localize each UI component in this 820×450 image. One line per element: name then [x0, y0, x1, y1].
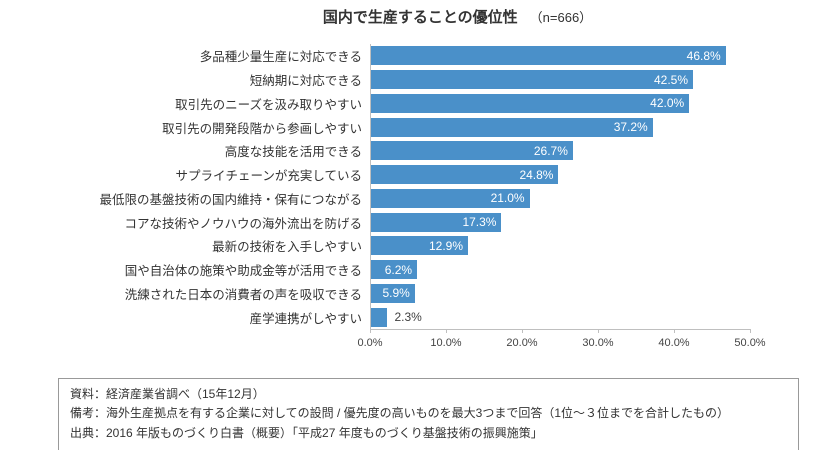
value-label: 17.3%: [462, 215, 497, 230]
x-axis-tick-mark: [446, 329, 447, 333]
x-axis-tick-mark: [370, 329, 371, 333]
bar-track: 6.2%: [370, 260, 750, 280]
bar: 37.2%: [370, 117, 653, 137]
category-label: 洗練された日本の消費者の声を吸収できる: [124, 287, 362, 302]
source-note-line: 出典：2016 年版ものづくり白書（概要）「平成27 年度ものづくり基盤技術の振…: [70, 425, 543, 440]
category-label: 高度な技能を活用できる: [224, 145, 362, 160]
bar: 6.2%: [370, 260, 418, 280]
bar: 5.9%: [370, 283, 415, 303]
value-label: 5.9%: [382, 286, 410, 301]
bar-row: 短納期に対応できる 42.5%: [0, 68, 750, 92]
bar-track: 42.5%: [370, 70, 750, 90]
category-label: サプライチェーンが充実している: [175, 169, 362, 184]
bar-track: 2.3%: [370, 307, 750, 327]
bar: 46.8%: [370, 46, 726, 66]
x-axis-tick-labels: 0.0% 10.0% 20.0% 30.0% 40.0% 50.0%: [357, 337, 765, 351]
category-label: コアな技術やノウハウの海外流出を防げる: [124, 216, 362, 231]
bar-chart: 多品種少量生産に対応できる 46.8% 短納期に対応できる 42.5% 取引先のニーズを…: [0, 44, 750, 329]
bar-track: 37.2%: [370, 117, 750, 137]
bar-row: 洗練された日本の消費者の声を吸収できる 5.9%: [0, 282, 750, 306]
bar-track: 42.0%: [370, 93, 750, 113]
x-axis-tick-label: 30.0%: [582, 337, 614, 349]
category-label: 取引先の開発段階から参画しやすい: [162, 121, 362, 136]
bar-track: 17.3%: [370, 212, 750, 232]
source-note-line: 資料：経済産業省調べ（15年12月）: [70, 387, 265, 401]
value-label: 26.7%: [533, 143, 568, 158]
value-label: 42.5%: [653, 72, 688, 87]
bar: 17.3%: [370, 212, 502, 232]
bar-track: 24.8%: [370, 165, 750, 185]
bar: 42.0%: [370, 93, 690, 113]
x-axis-tick-label: 50.0%: [734, 337, 766, 349]
bar-track: 26.7%: [370, 141, 750, 161]
value-label: 24.8%: [519, 167, 554, 182]
bar-row: 多品種少量生産に対応できる 46.8%: [0, 44, 750, 68]
value-label: 21.0%: [490, 191, 525, 206]
category-label: 多品種少量生産に対応できる: [199, 50, 362, 65]
value-label: 2.3%: [394, 310, 422, 325]
x-axis-tick-mark: [750, 329, 751, 333]
bar: 24.8%: [370, 165, 559, 185]
bar-row: 取引先の開発段階から参画しやすい 37.2%: [0, 115, 750, 139]
category-label: 最新の技術を入手しやすい: [212, 240, 362, 255]
chart-title: 国内で生産することの優位性: [322, 9, 518, 26]
category-label: 産学連携がしやすい: [249, 311, 362, 326]
value-label: 46.8%: [686, 48, 721, 63]
source-note-line: 備考：海外生産拠点を有する企業に対しての設問 / 優先度の高いものを最大3つまで…: [70, 406, 729, 421]
bar: 26.7%: [370, 141, 573, 161]
bar-row: 高度な技能を活用できる 26.7%: [0, 139, 750, 163]
bar-track: 12.9%: [370, 236, 750, 256]
bar-row: 最低限の基盤技術の国内維持・保有につながる 21.0%: [0, 187, 750, 211]
value-label: 42.0%: [650, 96, 685, 111]
bar-row: 最新の技術を入手しやすい 12.9%: [0, 234, 750, 258]
bar-row: コアな技術やノウハウの海外流出を防げる 17.3%: [0, 210, 750, 234]
x-axis-tick-mark: [522, 329, 523, 333]
x-axis-tick-mark: [674, 329, 675, 333]
bar-row: 取引先のニーズを汲み取りやすい 42.0%: [0, 92, 750, 116]
source-note-box: 資料：経済産業省調べ（15年12月） 備考：海外生産拠点を有する企業に対しての設問…: [58, 378, 799, 450]
value-label: 37.2%: [613, 120, 648, 135]
bar-row: サプライチェーンが充実している 24.8%: [0, 163, 750, 187]
value-label: 6.2%: [384, 262, 413, 277]
bar: 12.9%: [370, 236, 469, 256]
bar-row: 産学連携がしやすい 2.3%: [0, 305, 750, 329]
bar: 21.0%: [370, 188, 530, 208]
x-axis-tick-label: 10.0%: [430, 337, 462, 349]
category-label: 国や自治体の施策や助成金等が活用できる: [124, 264, 362, 279]
bar: [370, 307, 388, 327]
x-axis-tick-label: 20.0%: [506, 337, 538, 349]
chart-title-row: 国内で生産することの優位性 （n=666）: [0, 6, 820, 27]
sample-size-label: （n=666）: [529, 10, 593, 25]
bar-row: 国や自治体の施策や助成金等が活用できる 6.2%: [0, 258, 750, 282]
bar-track: 5.9%: [370, 283, 750, 303]
bar: 42.5%: [370, 70, 693, 90]
x-axis-tick-label: 0.0%: [357, 337, 383, 349]
category-label: 最低限の基盤技術の国内維持・保有につながる: [99, 192, 362, 207]
value-label: 12.9%: [429, 238, 464, 253]
x-axis-tick-mark: [598, 329, 599, 333]
bar-track: 21.0%: [370, 188, 750, 208]
category-label: 短納期に対応できる: [249, 74, 362, 89]
bar-track: 46.8%: [370, 46, 750, 66]
x-axis-tick-label: 40.0%: [658, 337, 690, 349]
category-label: 取引先のニーズを汲み取りやすい: [175, 97, 362, 112]
